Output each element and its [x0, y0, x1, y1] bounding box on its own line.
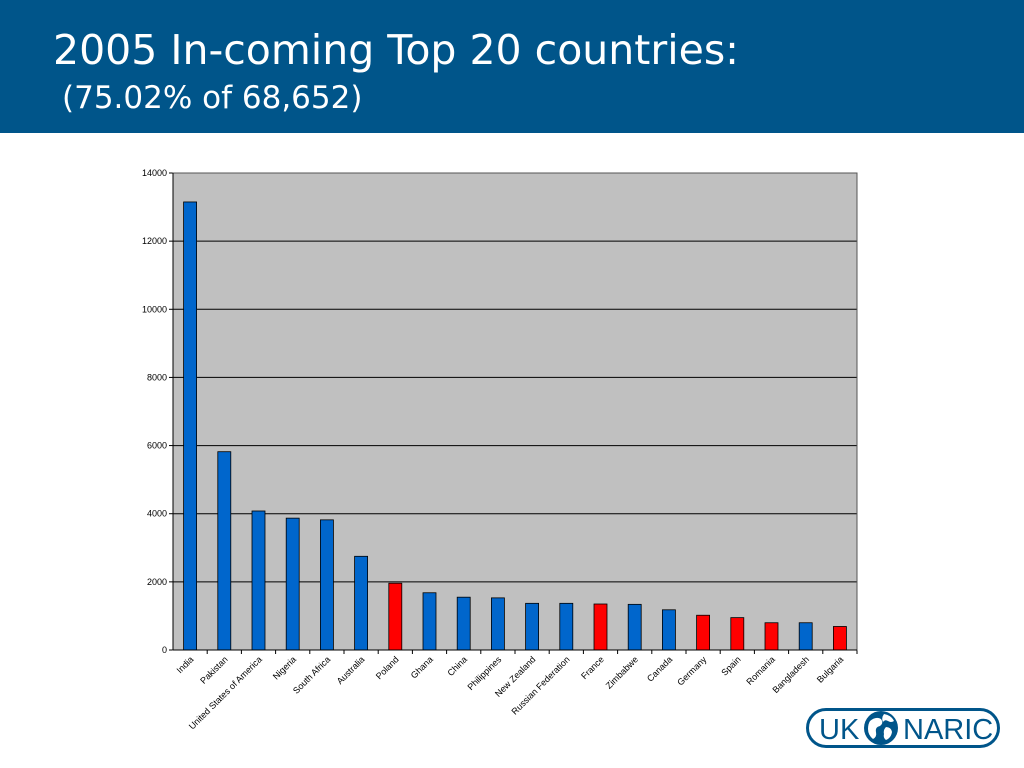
bar: [490, 597, 505, 651]
logo-uk-text: UK: [819, 714, 860, 746]
globe-icon: [864, 711, 898, 745]
bar: [183, 201, 198, 651]
x-tick-label: France: [579, 654, 606, 681]
y-tick-label: 2000: [147, 577, 167, 587]
slide-title: 2005 In-coming Top 20 countries:: [53, 26, 739, 74]
bar: [388, 582, 403, 651]
bar: [764, 622, 779, 651]
bar: [422, 592, 437, 651]
bar: [354, 555, 369, 651]
x-tick-label: Nigeria: [271, 654, 298, 681]
bar: [833, 626, 847, 651]
x-tick-label: India: [175, 654, 196, 675]
x-tick-label: Australia: [335, 654, 367, 686]
slide-subtitle: (75.02% of 68,652): [62, 80, 363, 116]
x-tick-label: Bulgaria: [815, 654, 845, 684]
uk-naric-logo: UK NARIC: [806, 708, 1000, 753]
x-tick-label: Romania: [744, 654, 777, 687]
x-tick-label: Germany: [675, 654, 709, 688]
x-tick-label: Ghana: [409, 654, 435, 680]
x-tick-label: China: [445, 654, 469, 678]
bar: [525, 602, 539, 651]
bar: [319, 519, 334, 651]
bar-chart: 0 2000 4000 6000 8000 10000 12000 14000 India Pak…: [142, 168, 858, 731]
y-tick-label: 8000: [147, 372, 167, 382]
x-tick-label: Pakistan: [198, 654, 229, 685]
bar: [285, 517, 300, 651]
bar: [217, 451, 232, 651]
x-tick-label: Bangladesh: [770, 654, 811, 695]
x-tick-label: Russian Federation: [509, 654, 571, 716]
plot-area: [173, 173, 857, 650]
x-tick-label: Zimbabwe: [604, 654, 640, 690]
bar: [593, 603, 608, 651]
logo-naric-text: NARIC: [903, 714, 993, 746]
bar: [696, 614, 710, 651]
bar: [730, 617, 745, 651]
slide-header: 2005 In-coming Top 20 countries: (75.02%…: [0, 0, 1024, 133]
bar: [627, 603, 642, 651]
bar: [559, 602, 574, 651]
x-tick-label: United States of America: [187, 654, 264, 731]
y-tick-label: 6000: [147, 441, 167, 451]
y-tick-label: 0: [162, 645, 167, 655]
y-tick-label: 14000: [142, 168, 167, 178]
bar: [662, 609, 676, 651]
bar: [456, 596, 471, 651]
x-tick-label: Spain: [719, 654, 742, 677]
y-tick-label: 12000: [142, 236, 167, 246]
y-tick-label: 10000: [142, 304, 167, 314]
bar: [251, 510, 266, 651]
bar: [798, 622, 813, 651]
x-tick-label: Poland: [374, 654, 401, 681]
x-tick-label: Canada: [645, 654, 674, 683]
y-tick-label: 4000: [147, 509, 167, 519]
